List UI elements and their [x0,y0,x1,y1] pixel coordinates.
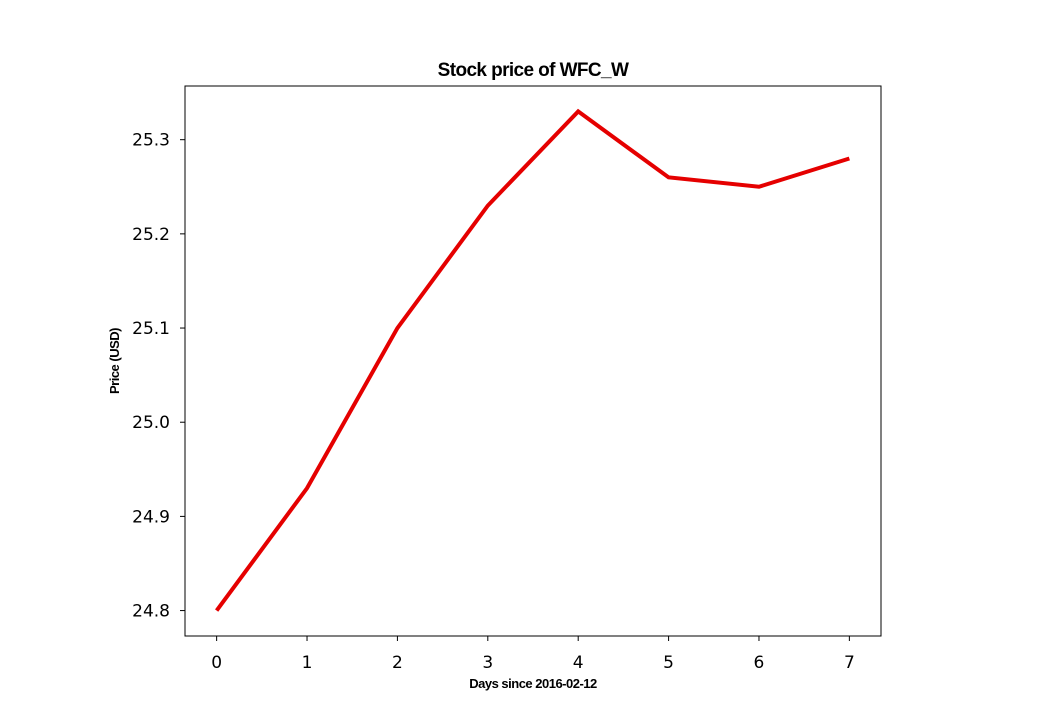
x-tick-label: 2 [392,653,403,673]
x-tick-label: 5 [663,653,674,673]
x-tick-label: 4 [573,653,584,673]
x-tick-label: 3 [482,653,493,673]
x-tick-label: 0 [211,653,222,673]
y-tick-label: 25.3 [132,131,170,151]
price-series-line [215,108,850,612]
y-tick-label: 24.9 [132,507,170,527]
x-axis-ticks: 0 1 2 3 4 5 6 7 [211,636,855,673]
chart-title: Stock price of WFC_W [438,60,629,81]
x-tick-label: 6 [754,653,765,673]
x-tick-label: 7 [844,653,855,673]
y-tick-label: 25.0 [132,413,170,433]
x-axis-label: Days since 2016-02-12 [469,676,597,691]
y-axis-ticks: 24.8 24.9 25.0 25.1 25.2 25.3 [132,131,185,622]
series-layer [215,108,850,612]
x-tick-label: 1 [302,653,313,673]
y-tick-label: 25.2 [132,225,170,245]
y-axis-label: Price (USD) [107,328,122,394]
plot-area-frame [184,85,882,637]
y-tick-label: 24.8 [132,602,170,622]
y-tick-label: 25.1 [132,319,170,339]
